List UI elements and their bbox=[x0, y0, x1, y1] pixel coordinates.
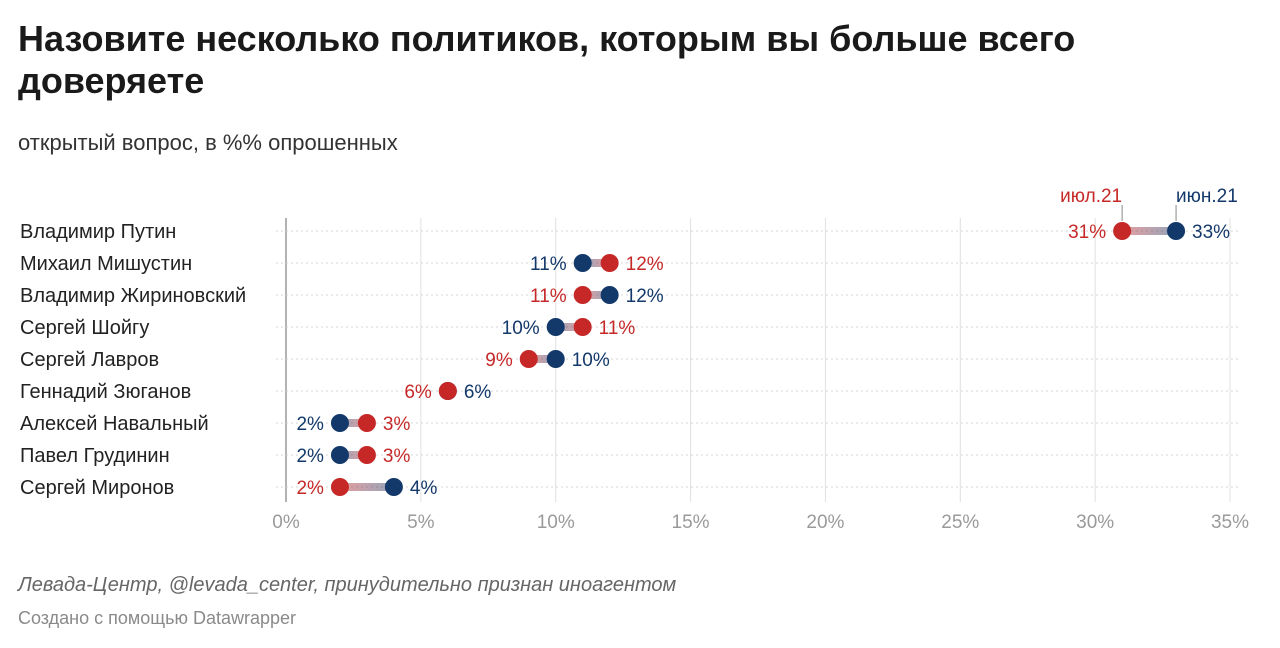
range-connector bbox=[555, 323, 583, 331]
category-label: Владимир Путин bbox=[20, 221, 176, 243]
category-label: Алексей Навальный bbox=[20, 413, 209, 435]
dot-jul bbox=[357, 446, 376, 464]
range-connector bbox=[528, 355, 556, 363]
x-tick-label: 5% bbox=[407, 512, 435, 533]
dot-jul bbox=[357, 414, 376, 432]
value-label-jul: 3% bbox=[383, 446, 411, 467]
range-connector bbox=[582, 291, 610, 299]
category-label: Владимир Жириновский bbox=[20, 285, 246, 307]
category-label: Сергей Шойгу bbox=[20, 317, 149, 339]
range-connector bbox=[1122, 227, 1177, 235]
dot-jul bbox=[1113, 222, 1132, 240]
dot-jun bbox=[330, 446, 349, 464]
dot-jun bbox=[546, 318, 565, 336]
dot-jul bbox=[519, 350, 538, 368]
value-label-jul: 11% bbox=[530, 286, 567, 307]
value-label-jun: 10% bbox=[502, 318, 540, 339]
value-label-jul: 2% bbox=[296, 478, 324, 499]
x-axis: 0% 5% 10% 15% 20% 25% 30% 35% bbox=[272, 512, 1249, 533]
x-tick-label: 15% bbox=[672, 512, 710, 533]
dot-jun bbox=[330, 414, 349, 432]
category-label: Сергей Миронов bbox=[20, 477, 174, 499]
dot-jun bbox=[1167, 222, 1186, 240]
value-label-jun: 11% bbox=[530, 254, 567, 275]
x-tick-label: 35% bbox=[1211, 512, 1249, 533]
grid-lines bbox=[276, 218, 1240, 502]
x-tick-label: 0% bbox=[272, 512, 300, 533]
dot-plot: Владимир Путин 31% 33% Михаил Мишустин 11% 12… bbox=[20, 186, 1249, 533]
source-note: Левада-Центр, @levada_center, принудител… bbox=[18, 574, 677, 596]
value-label-jul: 6% bbox=[404, 382, 432, 403]
value-label-jun: 10% bbox=[572, 350, 610, 371]
category-label: Михаил Мишустин bbox=[20, 253, 192, 275]
range-connector bbox=[339, 451, 367, 459]
dot-jun bbox=[546, 350, 565, 368]
chart-rows: Владимир Путин 31% 33% Михаил Мишустин 11% 12… bbox=[20, 221, 1230, 499]
value-label-jul: 11% bbox=[599, 318, 636, 339]
value-label-jul: 9% bbox=[485, 350, 513, 371]
x-tick-label: 20% bbox=[806, 512, 844, 533]
dot-jun bbox=[600, 286, 619, 304]
value-label-jul: 31% bbox=[1068, 222, 1106, 243]
chart-subtitle: открытый вопрос, в %% опрошенных bbox=[18, 130, 398, 155]
value-label-jun: 4% bbox=[410, 478, 438, 499]
legend-label-jun: июн.21 bbox=[1176, 186, 1238, 207]
range-connector bbox=[339, 419, 367, 427]
value-label-jun: 6% bbox=[464, 382, 492, 403]
x-tick-label: 30% bbox=[1076, 512, 1114, 533]
category-label: Павел Грудинин bbox=[20, 445, 170, 467]
value-label-jun: 2% bbox=[296, 446, 324, 467]
range-connector bbox=[339, 483, 394, 491]
value-label-jun: 33% bbox=[1192, 222, 1230, 243]
value-label-jun: 12% bbox=[626, 286, 664, 307]
dot-jun bbox=[384, 478, 403, 496]
x-tick-label: 25% bbox=[941, 512, 979, 533]
category-label: Сергей Лавров bbox=[20, 349, 159, 371]
category-label: Геннадий Зюганов bbox=[20, 381, 191, 403]
value-label-jul: 12% bbox=[626, 254, 664, 275]
dot-jul bbox=[573, 318, 592, 336]
legend-label-jul: июл.21 bbox=[1060, 186, 1122, 207]
credit-note: Создано с помощью Datawrapper bbox=[18, 608, 297, 628]
legend: июл.21 июн.21 bbox=[1060, 186, 1238, 221]
dot-jul bbox=[573, 286, 592, 304]
dot-jul bbox=[438, 382, 457, 400]
chart-title: Назовите несколько политиков, которым вы… bbox=[18, 18, 1076, 101]
range-connector bbox=[582, 259, 610, 267]
x-tick-label: 10% bbox=[537, 512, 575, 533]
dot-jul bbox=[330, 478, 349, 496]
dot-jul bbox=[600, 254, 619, 272]
value-label-jul: 3% bbox=[383, 414, 411, 435]
dot-jun bbox=[573, 254, 592, 272]
value-label-jun: 2% bbox=[296, 414, 324, 435]
